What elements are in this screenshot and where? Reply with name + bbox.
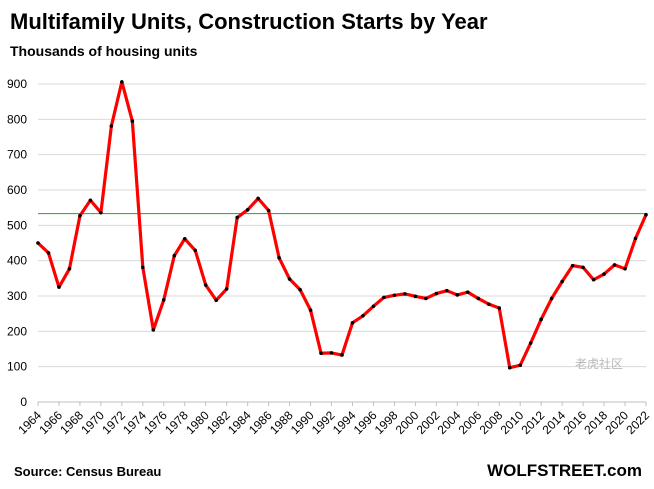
data-point <box>518 363 523 368</box>
data-point <box>455 293 460 297</box>
y-tick-label: 600 <box>7 183 27 197</box>
data-point <box>224 287 229 291</box>
data-point <box>350 321 355 325</box>
data-point <box>256 196 260 201</box>
data-point <box>57 285 61 289</box>
data-point <box>298 287 302 292</box>
data-point <box>602 272 606 276</box>
data-point <box>445 288 449 293</box>
data-point <box>287 277 292 281</box>
y-tick-label: 700 <box>7 148 27 162</box>
y-tick-label: 800 <box>7 112 27 126</box>
data-point <box>413 294 418 299</box>
x-tick-label: 2022 <box>623 408 652 437</box>
watermark-label: 老虎社区 <box>575 356 623 371</box>
data-point <box>141 265 145 270</box>
data-point <box>560 279 564 284</box>
chart-title: Multifamily Units, Construction Starts b… <box>10 9 488 34</box>
data-point <box>403 292 407 296</box>
y-tick-label: 900 <box>7 77 27 91</box>
gridlines <box>37 83 647 406</box>
data-point <box>67 266 72 271</box>
data-point <box>277 256 281 260</box>
data-point <box>203 283 208 287</box>
data-point <box>528 341 533 345</box>
data-point <box>424 296 428 301</box>
series-line <box>36 80 648 370</box>
y-tick-label: 100 <box>7 360 27 374</box>
data-point <box>266 208 271 213</box>
data-point <box>109 124 114 128</box>
y-tick-label: 0 <box>20 395 27 409</box>
data-point <box>570 263 575 268</box>
data-point <box>591 277 596 282</box>
data-point <box>382 295 386 300</box>
data-point <box>235 215 239 220</box>
y-tick-label: 200 <box>7 324 27 338</box>
data-point <box>78 213 82 218</box>
data-point <box>623 266 627 271</box>
data-point <box>88 198 93 203</box>
data-point <box>308 308 313 312</box>
y-tick-label: 300 <box>7 289 27 303</box>
data-point <box>36 241 40 245</box>
data-point <box>161 298 166 302</box>
data-point <box>245 207 250 212</box>
data-point <box>151 328 156 332</box>
data-point <box>214 298 219 303</box>
y-tick-label: 400 <box>7 254 27 268</box>
data-point <box>434 291 439 296</box>
data-point <box>392 293 397 298</box>
data-point <box>581 265 585 270</box>
y-tick-label: 500 <box>7 218 27 232</box>
data-point <box>371 304 376 309</box>
data-point <box>99 210 103 215</box>
chart-subtitle: Thousands of housing units <box>10 43 198 59</box>
x-axis-ticks: 1964196619681970197219741976197819801982… <box>15 408 652 437</box>
data-point <box>633 236 638 241</box>
data-point <box>340 353 344 357</box>
source-label: Source: Census Bureau <box>14 464 161 479</box>
data-point <box>361 313 365 318</box>
data-point <box>130 119 135 123</box>
data-point <box>182 236 187 241</box>
data-point <box>120 80 124 84</box>
data-point <box>612 263 617 267</box>
data-point <box>46 251 51 255</box>
data-point <box>319 351 323 356</box>
data-point <box>644 212 648 217</box>
data-point <box>486 302 491 306</box>
data-point <box>193 248 198 253</box>
data-point <box>172 253 177 258</box>
data-point <box>507 365 512 370</box>
data-point <box>476 296 481 301</box>
data-point <box>329 351 334 355</box>
data-point <box>465 290 470 294</box>
series-layer <box>36 80 648 370</box>
brand-label: WOLFSTREET.com <box>487 461 642 480</box>
data-point <box>539 317 543 322</box>
data-point <box>497 306 502 310</box>
data-point <box>549 296 554 301</box>
y-axis-ticks: 0 100 200 300 400 500 600 700 800 900 <box>7 77 27 409</box>
